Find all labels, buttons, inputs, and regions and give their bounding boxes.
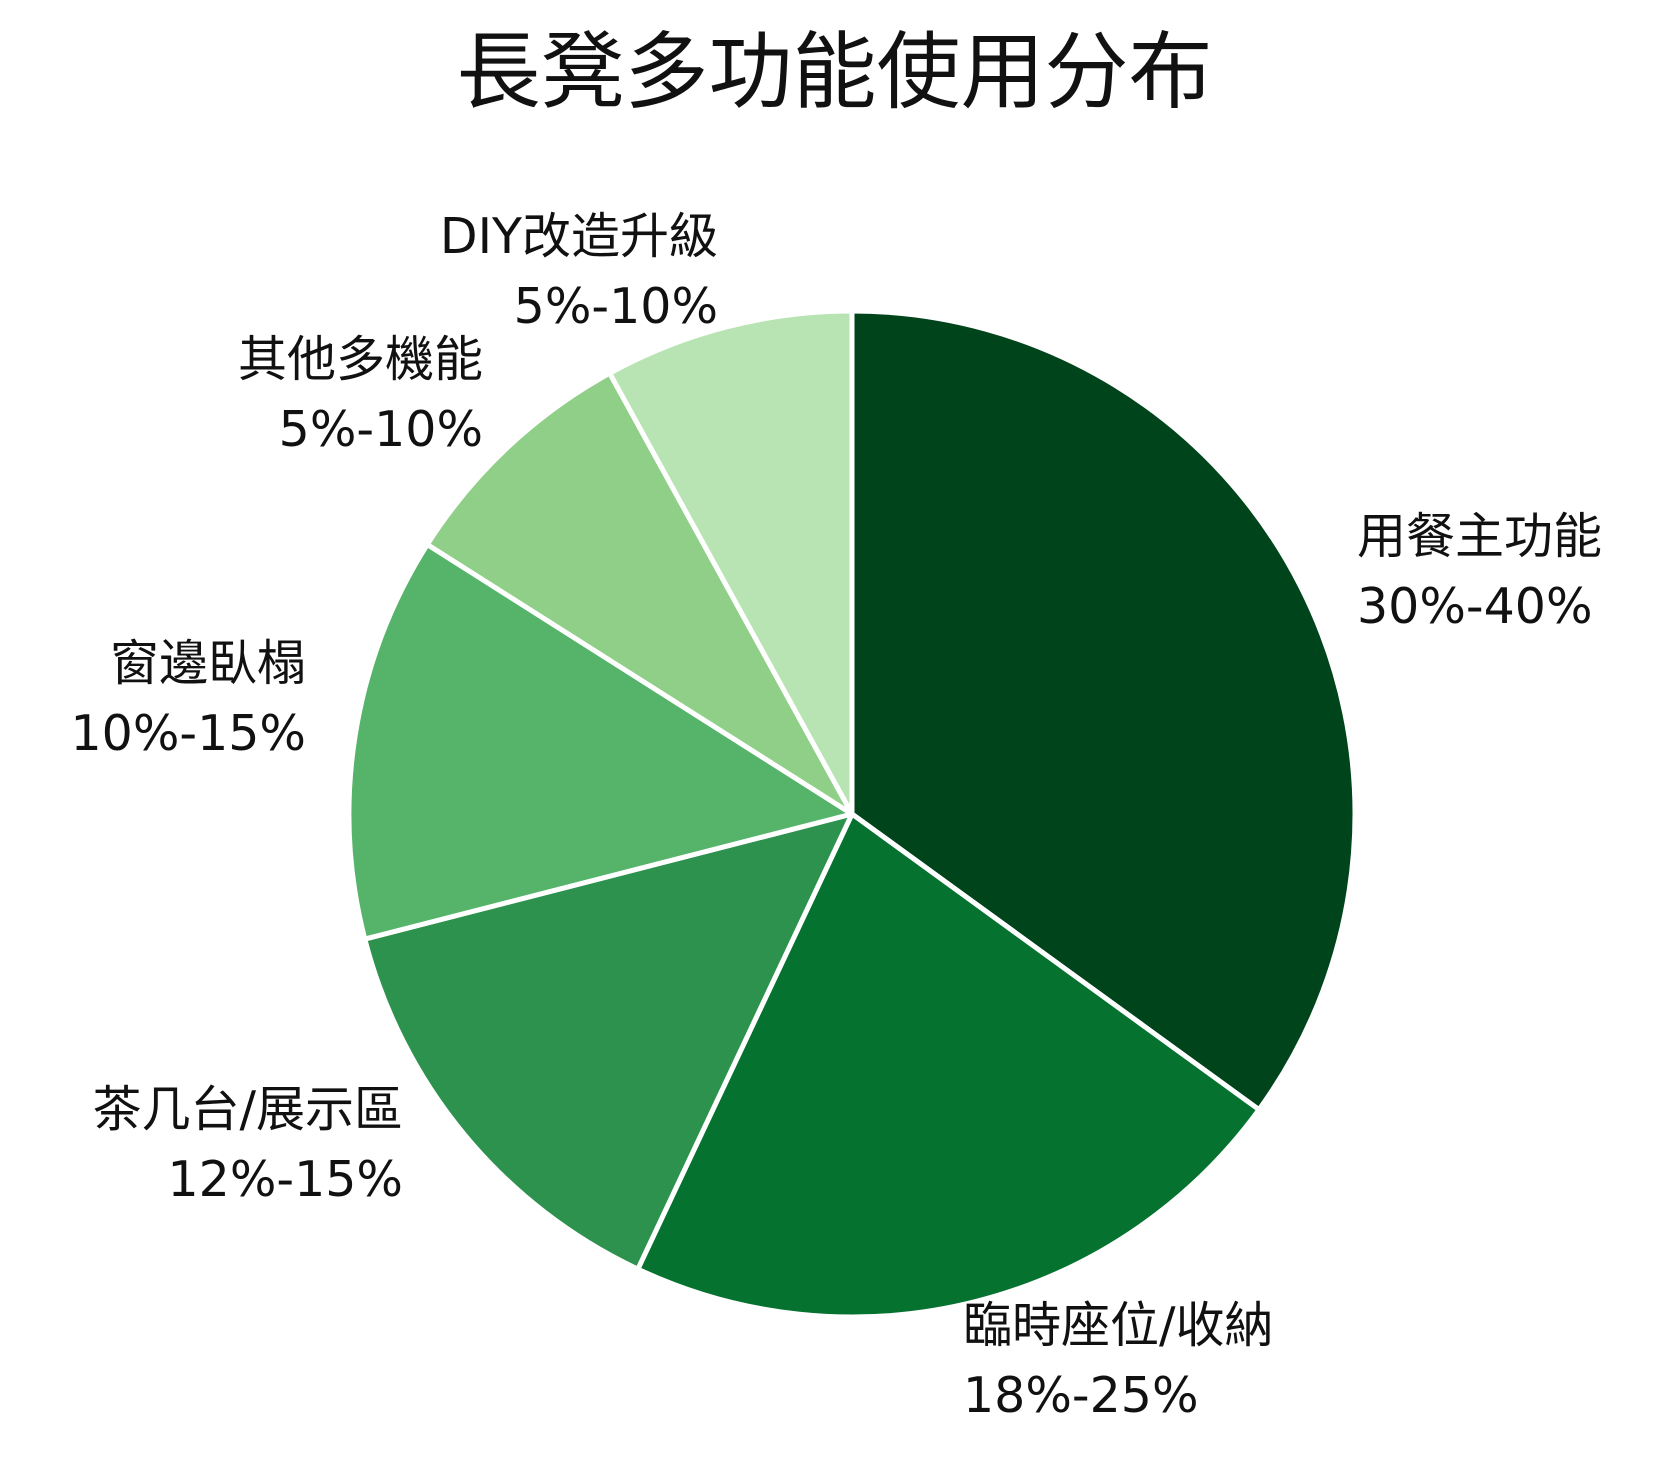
slice-label-5: 其他多機能 5%-10% [238, 331, 483, 458]
slice-label-3: 茶几台/展示區 12%-15% [92, 1081, 403, 1208]
slice-name-label: 茶几台/展示區 [92, 1081, 403, 1138]
slice-label-4: 窗邊臥榻 10%-15% [70, 635, 306, 762]
slice-label-6: DIY改造升級 5%-10% [440, 208, 718, 335]
slice-name-label: 窗邊臥榻 [110, 635, 306, 692]
slice-name-label: 臨時座位/收納 [963, 1297, 1274, 1354]
slice-range-label: 18%-25% [963, 1367, 1199, 1424]
slice-label-1: 用餐主功能 30%-40% [1357, 508, 1602, 635]
slice-range-label: 5%-10% [514, 278, 718, 335]
pie-labels: 用餐主功能 30%-40% 臨時座位/收納 18%-25% 茶几台/展示區 12%-15%… [70, 208, 1602, 1424]
pie-slice-4 [346, 541, 855, 942]
slice-name-label: 用餐主功能 [1357, 508, 1602, 565]
pie-slice-1 [849, 308, 1358, 1113]
slice-name-label: 其他多機能 [238, 331, 483, 388]
pie-slices [346, 308, 1358, 1320]
pie-slice-5 [424, 370, 855, 817]
slice-range-label: 12%-15% [167, 1151, 403, 1208]
slice-name-label: DIY改造升級 [440, 208, 718, 265]
slice-range-label: 5%-10% [279, 401, 483, 458]
slice-label-2: 臨時座位/收納 18%-25% [963, 1297, 1274, 1424]
chart-title: 長凳多功能使用分布 [456, 23, 1213, 121]
pie-slice-6 [607, 308, 855, 817]
slice-range-label: 30%-40% [1357, 578, 1593, 635]
pie-slice-3 [362, 811, 855, 1272]
slice-range-label: 10%-15% [70, 705, 306, 762]
